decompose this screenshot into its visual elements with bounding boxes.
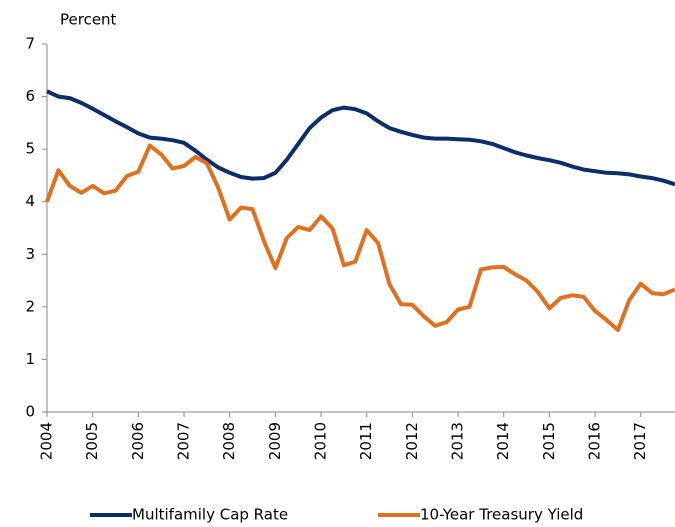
x-tick-label: 2016 [586,422,604,460]
x-tick-label: 2011 [357,422,375,460]
x-tick-label: 2012 [403,422,421,460]
legend-label: 10-Year Treasury Yield [420,506,583,524]
y-tick-label: 3 [25,245,35,263]
x-tick-label: 2009 [266,422,284,460]
x-tick-label: 2006 [129,422,147,460]
y-tick-label: 1 [25,350,35,368]
x-tick-label: 2014 [494,422,512,460]
x-tick-label: 2013 [449,422,467,460]
y-tick-label: 2 [25,297,35,315]
y-axis-label: Percent [60,11,117,29]
x-tick-label: 2005 [83,422,101,460]
y-tick-label: 5 [25,140,35,158]
y-tick-label: 0 [25,403,35,421]
y-tick-label: 6 [25,87,35,105]
x-tick-label: 2007 [175,422,193,460]
x-tick-label: 2017 [631,422,649,460]
x-tick-label: 2008 [220,422,238,460]
y-tick-label: 7 [25,35,35,53]
x-tick-label: 2004 [38,422,56,460]
x-tick-label: 2015 [540,422,558,460]
legend-label: Multifamily Cap Rate [132,506,288,524]
series-line [46,89,675,187]
x-tick-label: 2010 [312,422,330,460]
series-line [45,143,675,332]
y-tick-label: 4 [25,192,35,210]
